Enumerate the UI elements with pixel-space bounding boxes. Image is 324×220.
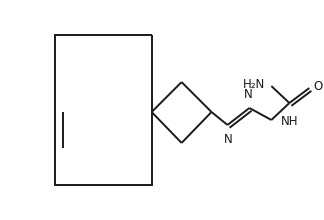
Text: H₂N: H₂N — [243, 78, 265, 91]
Text: N: N — [224, 133, 233, 146]
Text: O: O — [313, 80, 322, 93]
Text: N: N — [244, 88, 253, 101]
Text: NH: NH — [281, 116, 299, 128]
